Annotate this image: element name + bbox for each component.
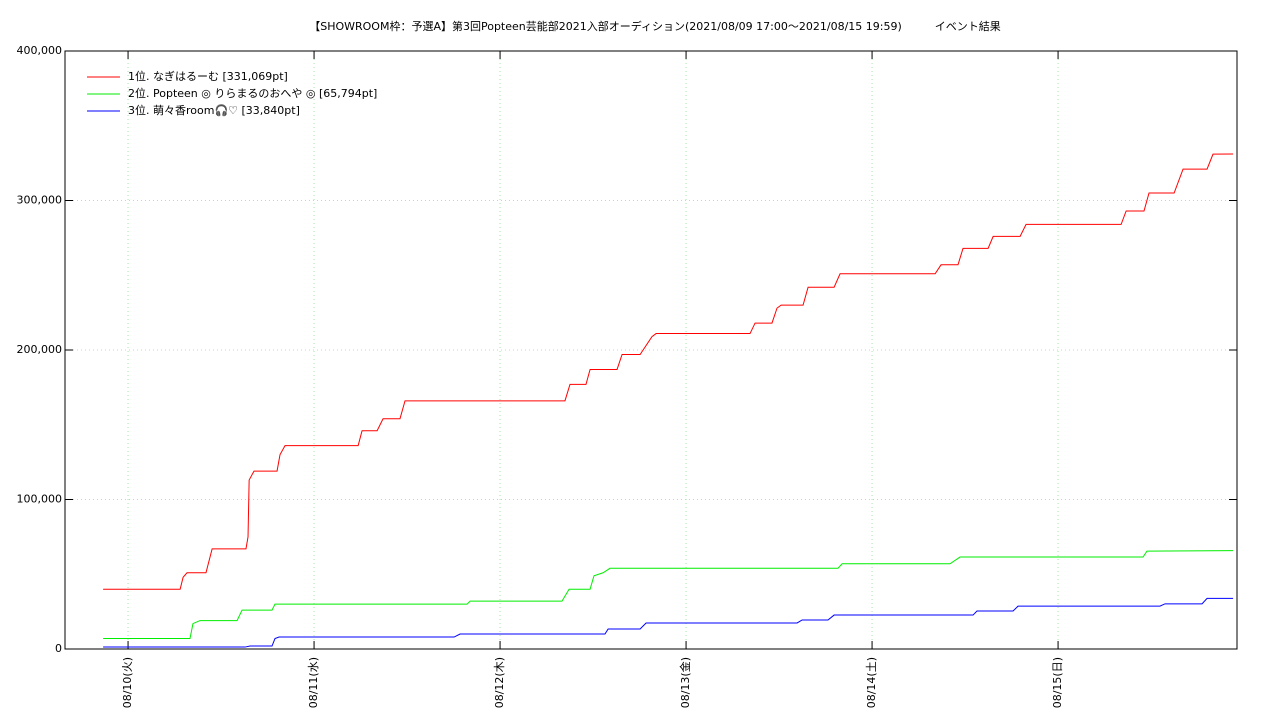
plot-frame [64,50,1238,650]
y-tick-label: 400,000 [17,44,63,57]
x-tick-label: 08/11(水) [307,657,320,708]
y-tick-label: 200,000 [17,343,63,356]
x-tick-label: 08/14(土) [865,657,878,708]
x-tick-label: 08/15(日) [1051,657,1064,708]
x-tick-label: 08/13(金) [678,657,692,708]
legend-label: 1位. なぎはるーむ [331,069pt] [128,69,288,83]
series-line [103,550,1234,640]
y-tick-label: 100,000 [17,493,63,506]
series-line [103,597,1234,648]
y-tick-label: 300,000 [17,194,63,207]
x-tick-label: 08/10(火) [121,657,134,708]
x-tick-label: 08/12(木) [493,657,506,708]
chart-title: 【SHOWROOM枠：予選A】第3回Popteen芸能部2021入部オーディショ… [309,19,1001,33]
legend-label: 2位. Popteen ◎ りらまるのおへや ◎ [65,794pt] [128,86,377,100]
y-tick-label: 0 [55,642,62,655]
series-line [103,153,1234,590]
legend-label: 3位. 萌々香room🎧♡ [33,840pt] [128,103,300,117]
